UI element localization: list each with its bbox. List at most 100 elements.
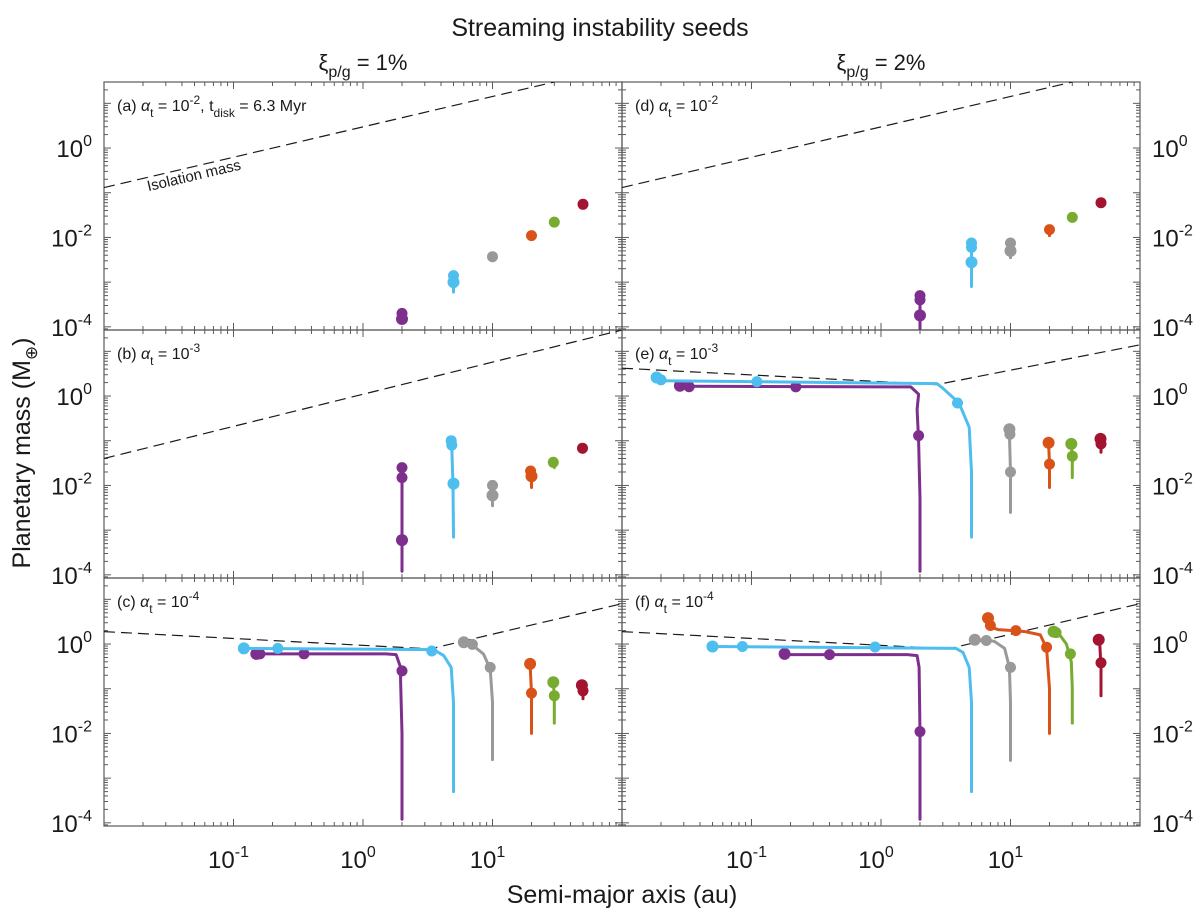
track-marker-orange bbox=[1042, 436, 1055, 449]
y-tick-label: 100 bbox=[1152, 133, 1188, 163]
track-marker-gray bbox=[1005, 661, 1016, 673]
y-tick-label: 10-4 bbox=[1152, 560, 1193, 590]
panel-a: 10-4 10-2 100 Isolation mass (a) αt = 10-2, … bbox=[51, 81, 623, 342]
x-tick-label: 10-1 bbox=[208, 844, 249, 874]
x-tick-label: 10-1 bbox=[726, 844, 767, 874]
track-marker-green bbox=[1065, 437, 1078, 450]
track-marker-green bbox=[548, 690, 560, 702]
growth-track-green bbox=[551, 680, 556, 725]
plot-area bbox=[622, 82, 1107, 330]
panel-label-d: (d) αt = 10-2 bbox=[635, 93, 718, 120]
track-marker-green bbox=[1050, 627, 1062, 639]
track-marker-red bbox=[1095, 197, 1107, 209]
track-marker-red bbox=[1095, 657, 1107, 669]
panel-label-e: (e) αt = 10-3 bbox=[635, 341, 718, 368]
column-title: ξp/g = 2% bbox=[837, 50, 926, 81]
growth-track-green bbox=[1053, 630, 1074, 725]
track-marker-green bbox=[1066, 450, 1078, 462]
growth-track-gray bbox=[975, 638, 1012, 762]
track-marker-purple bbox=[913, 430, 925, 442]
panel-label-c: (c) αt = 10-4 bbox=[117, 589, 200, 616]
y-tick-label: 10-4 bbox=[51, 560, 92, 590]
track-marker-cyan bbox=[448, 270, 459, 282]
panel-b: 10-4 10-2 100 (b) αt = 10-3 bbox=[51, 329, 623, 590]
track-marker-orange bbox=[1044, 458, 1055, 470]
track-marker-cyan bbox=[751, 376, 763, 388]
y-axis-label-text: Planetary mass (M bbox=[8, 360, 36, 568]
track-marker-purple bbox=[778, 647, 791, 660]
growth-track-gray bbox=[462, 640, 494, 762]
y-tick-label: 10-4 bbox=[1152, 312, 1193, 342]
y-axis-label: Planetary mass (M⊕) bbox=[8, 338, 41, 569]
track-marker-green bbox=[1066, 211, 1078, 223]
panel-e: 10-4 10-2 100 (e) αt = 10-3 bbox=[621, 329, 1193, 590]
track-marker-cyan bbox=[445, 435, 457, 447]
x-axis-label: Semi-major axis (au) bbox=[507, 881, 738, 909]
track-marker-orange bbox=[1044, 224, 1055, 236]
plot-area bbox=[104, 330, 622, 573]
y-tick-label: 10-2 bbox=[51, 718, 92, 748]
track-marker-orange bbox=[1010, 625, 1022, 637]
track-marker-red bbox=[577, 198, 589, 210]
plot-area: Isolation mass bbox=[104, 82, 589, 325]
track-marker-purple bbox=[396, 462, 408, 474]
growth-track-orange bbox=[986, 616, 1051, 735]
track-marker-purple bbox=[298, 648, 310, 660]
panel-f: 10-4 10-2 100 10-1 100 101 (f) αt = 10-4 bbox=[621, 577, 1193, 874]
growth-track-orange bbox=[528, 662, 533, 735]
track-marker-purple bbox=[790, 381, 802, 393]
panel-frame bbox=[103, 81, 623, 331]
track-marker-green bbox=[1064, 648, 1076, 660]
panel-d: 10-4 10-2 100 (d) αt = 10-2 bbox=[621, 81, 1193, 342]
track-marker-purple bbox=[683, 381, 695, 393]
growth-track-cyan bbox=[711, 645, 973, 794]
panel-frame bbox=[103, 329, 623, 579]
y-tick-label: 10-2 bbox=[1152, 470, 1193, 500]
track-marker-cyan bbox=[655, 374, 667, 386]
track-marker-gray bbox=[1004, 244, 1017, 257]
y-tick-label: 10-4 bbox=[51, 808, 92, 838]
panel-c: 10-4 10-2 100 10-1 100 101 (c) αt = 10-4 bbox=[51, 577, 623, 874]
track-marker-green bbox=[547, 676, 560, 689]
y-tick-label: 100 bbox=[56, 133, 92, 163]
track-marker-gray bbox=[1005, 237, 1016, 249]
track-marker-orange bbox=[526, 230, 537, 242]
plot-area bbox=[622, 344, 1140, 573]
track-marker-purple bbox=[396, 472, 408, 484]
track-marker-gray bbox=[980, 635, 992, 646]
track-marker-purple bbox=[396, 534, 408, 547]
panel-frame bbox=[621, 81, 1141, 331]
track-marker-orange bbox=[524, 657, 537, 670]
isolation-mass-label: Isolation mass bbox=[145, 157, 242, 195]
x-tick-label: 100 bbox=[858, 844, 894, 874]
track-marker-orange bbox=[526, 687, 537, 699]
track-marker-purple bbox=[914, 309, 926, 322]
track-marker-cyan bbox=[706, 640, 719, 653]
panel-frame bbox=[103, 577, 623, 827]
track-marker-purple bbox=[396, 307, 408, 319]
y-tick-label: 10-4 bbox=[51, 312, 92, 342]
track-marker-red bbox=[577, 685, 589, 697]
track-marker-cyan bbox=[447, 477, 460, 490]
y-tick-label: 10-2 bbox=[1152, 718, 1193, 748]
track-marker-cyan bbox=[736, 641, 748, 652]
track-marker-green bbox=[547, 456, 559, 468]
plot-area bbox=[622, 603, 1140, 821]
x-tick-label: 101 bbox=[988, 844, 1024, 874]
growth-track-purple bbox=[783, 653, 922, 821]
isolation-mass-line bbox=[622, 82, 1073, 189]
track-marker-cyan bbox=[965, 256, 978, 269]
track-marker-green bbox=[548, 216, 560, 228]
isolation-mass-line bbox=[104, 82, 555, 189]
track-marker-gray bbox=[466, 638, 478, 650]
track-marker-purple bbox=[914, 290, 926, 302]
y-tick-label: 10-2 bbox=[1152, 222, 1193, 252]
track-marker-purple bbox=[824, 649, 835, 661]
track-marker-orange bbox=[1041, 641, 1053, 653]
track-marker-purple bbox=[396, 665, 408, 677]
track-marker-red bbox=[1092, 633, 1105, 646]
isolation-mass-line bbox=[104, 330, 622, 460]
track-marker-gray bbox=[486, 489, 499, 502]
track-marker-gray bbox=[487, 251, 498, 263]
